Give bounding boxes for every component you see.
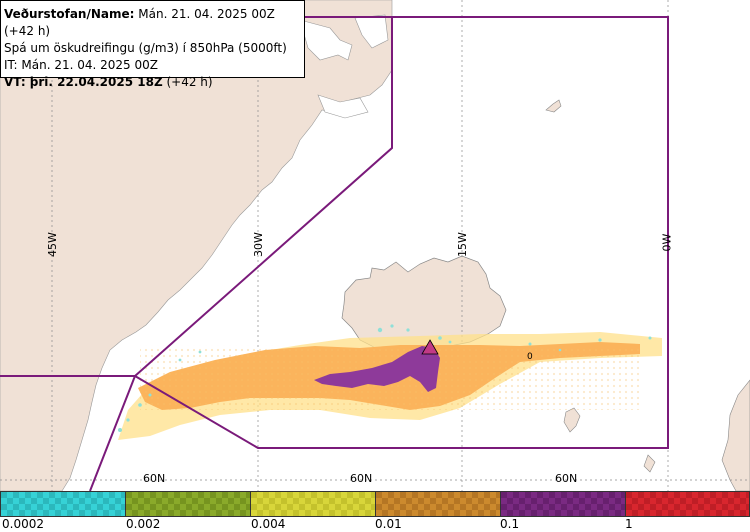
concentration-legend	[0, 491, 750, 517]
legend-tick: 0.002	[126, 517, 161, 531]
header-title-bold: Veðurstofan/Name:	[4, 7, 135, 21]
legend-swatch-0	[0, 491, 126, 517]
plume-edge-speckles	[118, 324, 652, 432]
legend-ticks: 0.0002 0.002 0.004 0.01 0.1 1	[0, 517, 750, 532]
greenland-fjord	[299, 19, 353, 61]
legend-swatch-2	[250, 491, 376, 517]
advisory-boundary	[0, 16, 669, 492]
header-line-4: VT: þri. 22.04.2025 18Z (+42 h)	[4, 74, 300, 91]
header-line-1: Veðurstofan/Name: Mán. 21. 04. 2025 00Z …	[4, 6, 300, 40]
legend-swatch-4	[500, 491, 626, 517]
greenland-fjord	[354, 14, 389, 49]
lat-label-60n: 60N	[143, 472, 166, 485]
legend-tick: 1	[625, 517, 633, 531]
header-valid-offset: (+42 h)	[162, 75, 213, 89]
ash-plume	[118, 324, 662, 440]
legend-tick: 0.01	[375, 517, 402, 531]
lon-label-0w: 0W	[660, 233, 674, 252]
jan-mayen-island	[545, 99, 562, 113]
legend-tick: 0.1	[500, 517, 520, 531]
legend-tick: 0.0002	[2, 517, 44, 531]
legend-tick: 0.004	[251, 517, 286, 531]
header-line-2: Spá um öskudreifingu (g/m3) í 850hPa (50…	[4, 41, 287, 55]
greenland-fjord	[317, 94, 369, 119]
header-line-3: IT: Mán. 21. 04. 2025 00Z	[4, 58, 158, 72]
legend-swatch-3	[375, 491, 501, 517]
lon-label-30w: 30W	[251, 232, 265, 257]
info-header: Veðurstofan/Name: Mán. 21. 04. 2025 00Z …	[0, 0, 305, 89]
vent-marker	[421, 339, 439, 355]
plume-core	[314, 346, 440, 392]
lat-label-60n: 60N	[555, 472, 578, 485]
lat-label-60n: 60N	[350, 472, 373, 485]
legend-swatch-1	[125, 491, 251, 517]
header-valid-time: VT: þri. 22.04.2025 18Z	[4, 75, 163, 89]
contour-label: 0	[527, 352, 533, 362]
header-title-rest: Mán. 21. 04. 2025 00Z (+42 h)	[4, 7, 275, 38]
lon-label-45w: 45W	[45, 232, 59, 257]
shetland-islands	[643, 454, 656, 473]
legend-swatch-5	[625, 491, 750, 517]
lon-label-15w: 15W	[455, 232, 469, 257]
